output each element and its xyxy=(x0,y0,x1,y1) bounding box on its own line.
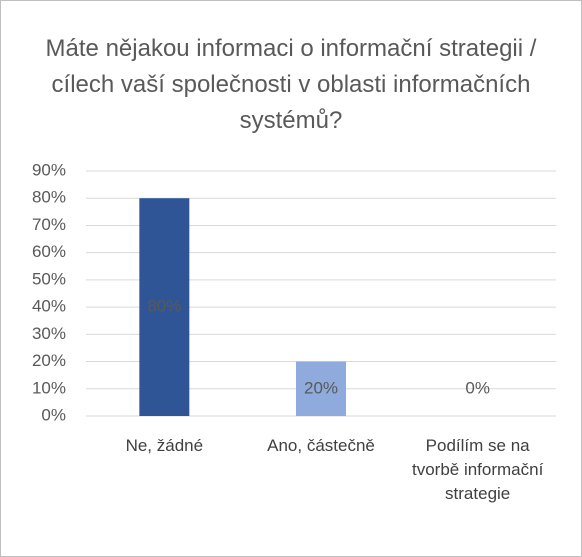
y-tick-label: 80% xyxy=(32,188,66,207)
data-label: 20% xyxy=(304,378,338,397)
y-tick-label: 0% xyxy=(41,405,66,424)
y-tick-label: 20% xyxy=(32,351,66,370)
y-tick-label: 70% xyxy=(32,215,66,234)
y-tick-label: 10% xyxy=(32,378,66,397)
y-tick-label: 40% xyxy=(32,297,66,316)
y-tick-label: 90% xyxy=(32,160,66,179)
bar xyxy=(296,361,346,416)
y-tick-label: 30% xyxy=(32,324,66,343)
chart-title: Máte nějakou informaci o informační stra… xyxy=(45,35,537,134)
data-label: 80% xyxy=(147,297,181,316)
data-label: 0% xyxy=(465,378,490,397)
y-tick-label: 60% xyxy=(32,242,66,261)
x-tick-label: Podílím se na tvorbě informační strategi… xyxy=(411,436,544,503)
y-tick-label: 50% xyxy=(32,269,66,288)
x-tick-label: Ano, částečně xyxy=(267,436,375,455)
x-tick-label: Ne, žádné xyxy=(125,436,204,455)
bar xyxy=(139,198,190,416)
